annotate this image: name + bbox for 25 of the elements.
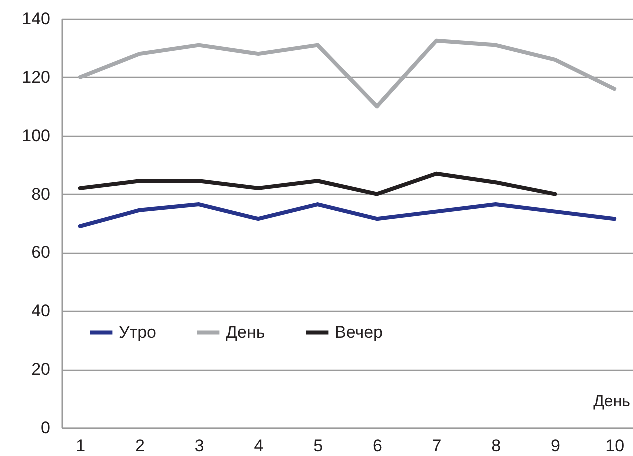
y-tick-label: 120	[22, 68, 50, 87]
line-series	[78, 172, 558, 196]
x-axis-title: День	[594, 394, 630, 410]
x-tick-label: 6	[372, 436, 382, 456]
y-tick-label: 100	[22, 126, 50, 146]
y-tick-label: 40	[32, 302, 50, 321]
x-tick-label: 1	[76, 436, 86, 456]
x-tick-label: 4	[254, 436, 264, 456]
legend-label: Вечер	[335, 322, 383, 342]
line-series	[78, 38, 617, 109]
x-tick-label: 10	[606, 436, 625, 456]
x-tick-label: 7	[432, 436, 442, 456]
x-tick-label: 8	[492, 436, 502, 456]
line-series	[78, 202, 617, 228]
legend-label: День	[226, 322, 266, 342]
x-tick-label: 9	[551, 436, 560, 456]
x-tick-label: 3	[194, 436, 204, 456]
y-tick-label: 0	[41, 418, 50, 438]
y-tick-label: 20	[32, 360, 50, 380]
legend-label: Утро	[119, 322, 156, 342]
y-tick-label: 60	[32, 243, 50, 262]
y-tick-label: 80	[32, 184, 50, 204]
x-tick-label: 5	[314, 436, 324, 456]
x-tick-label: 2	[136, 436, 145, 456]
y-tick-label: 140	[22, 10, 50, 28]
